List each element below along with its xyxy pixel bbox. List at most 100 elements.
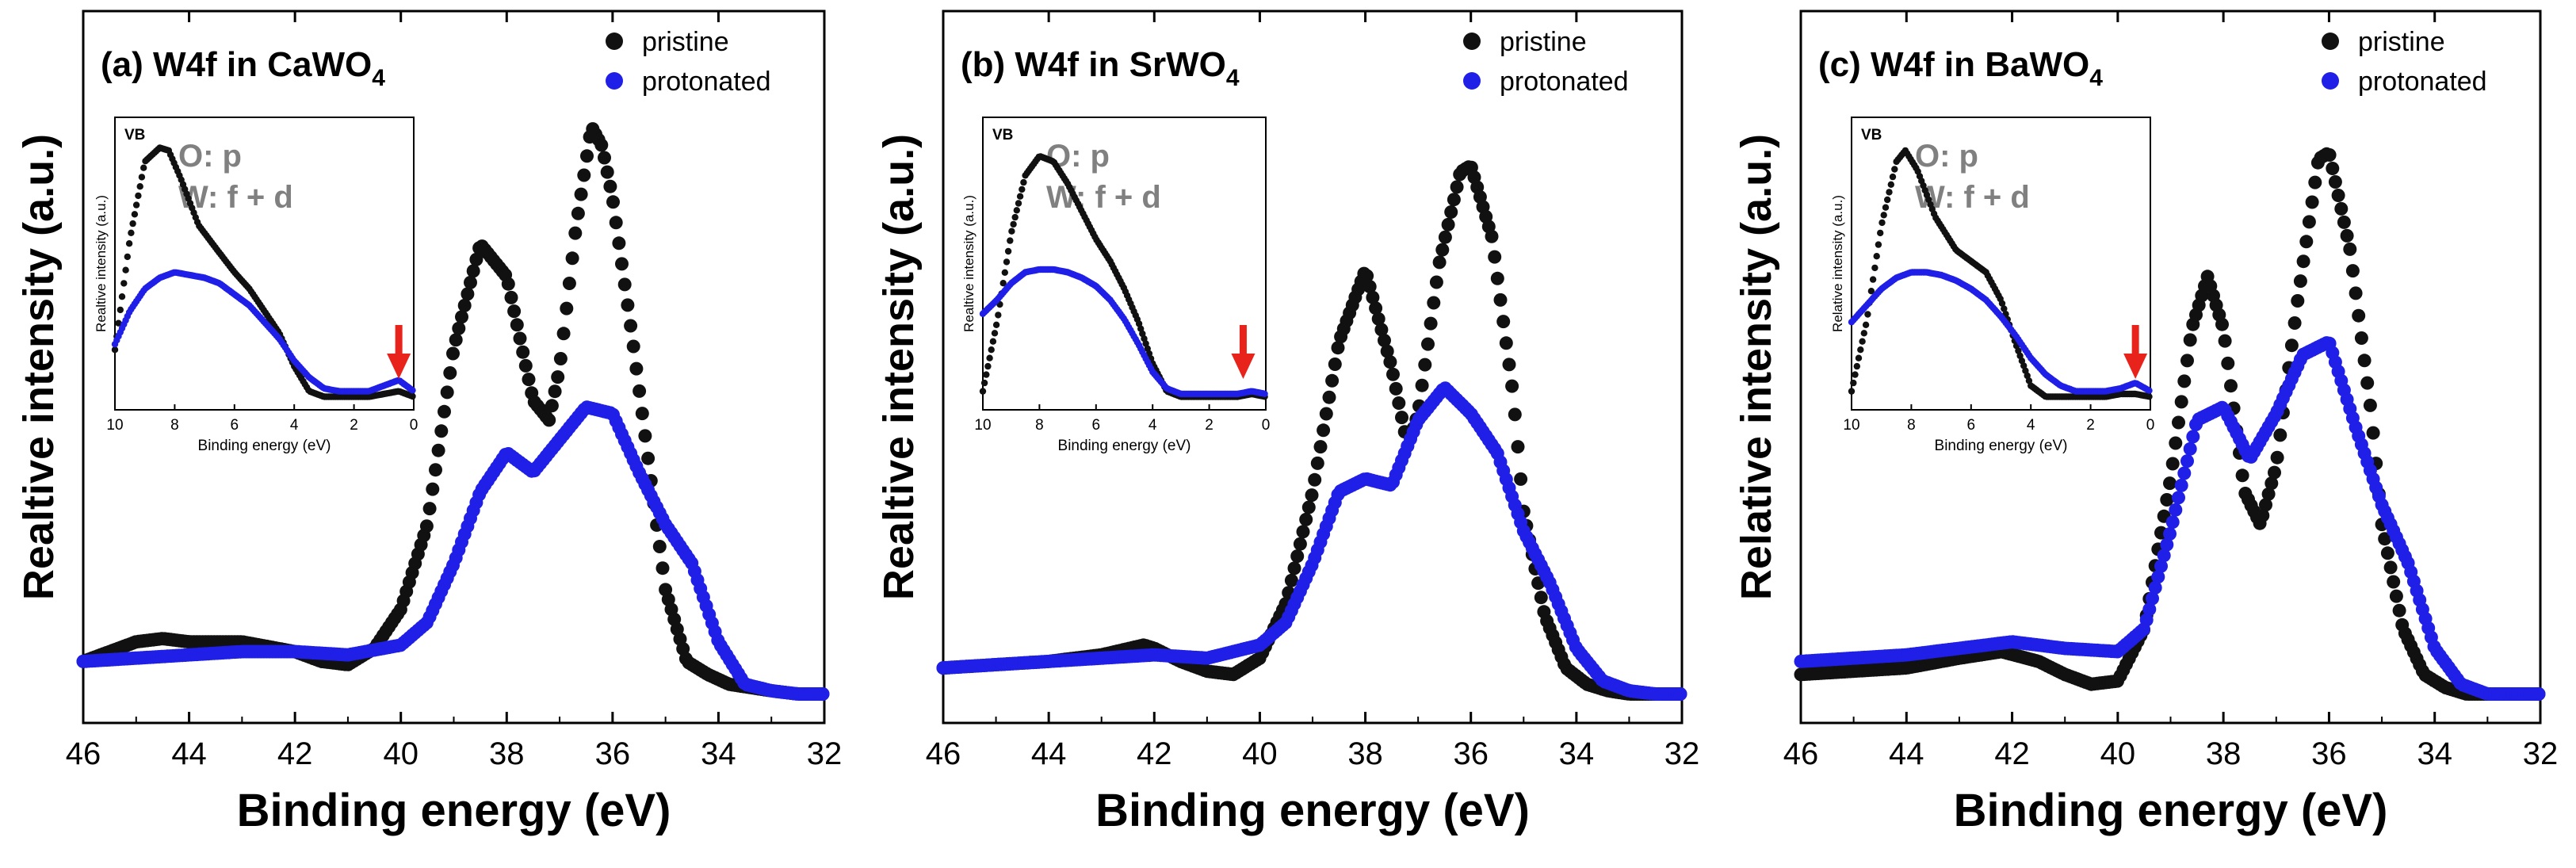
x-axis-label: Binding energy (eV) <box>1954 785 2388 836</box>
inset-data-point <box>1848 388 1856 395</box>
data-point <box>603 179 617 193</box>
data-point <box>1485 229 1499 243</box>
data-point <box>429 463 442 477</box>
inset-vb-label: VB <box>992 127 1013 143</box>
data-point <box>2235 468 2249 483</box>
data-point <box>2340 228 2354 243</box>
inset-x-tick-label: 10 <box>1843 417 1859 434</box>
data-point <box>2218 334 2232 348</box>
inset-data-point <box>129 220 136 228</box>
data-point <box>1305 488 1319 503</box>
x-axis-label: Binding energy (eV) <box>1095 785 1530 836</box>
inset-data-point <box>1853 362 1860 370</box>
inset-x-tick-label: 4 <box>290 417 299 434</box>
red-arrow-head <box>1231 354 1256 379</box>
inset-data-point <box>138 174 146 181</box>
inset-data-point <box>2146 387 2153 394</box>
data-point <box>2366 426 2380 440</box>
x-tick-label: 32 <box>1664 736 1700 771</box>
data-point <box>1319 407 1333 421</box>
data-point <box>1317 423 1331 438</box>
data-point <box>2284 338 2299 353</box>
data-point <box>2357 354 2372 368</box>
inset-data-point <box>989 338 997 345</box>
data-point <box>2389 589 2403 603</box>
data-point <box>1415 378 1429 392</box>
inset-data-point <box>986 354 993 361</box>
inset-data-point <box>409 392 416 400</box>
inset-data-point <box>2001 305 2008 312</box>
inset-data-point <box>1880 212 1887 219</box>
data-point <box>2349 286 2363 300</box>
data-point <box>2270 450 2284 465</box>
data-point <box>816 687 830 701</box>
data-point <box>1499 336 1513 350</box>
inset-x-axis-label: Binding energy (eV) <box>198 438 331 454</box>
inset-data-point <box>1864 311 1871 318</box>
inset-y-axis-label: Relative intensity (a.u.) <box>1830 195 1845 332</box>
panel-title-subscript: 4 <box>2089 65 2103 91</box>
data-point <box>1432 255 1447 270</box>
data-point <box>2337 215 2351 229</box>
data-point <box>1534 591 1548 605</box>
data-point <box>2343 242 2357 256</box>
data-point <box>1424 316 1438 331</box>
data-point <box>2352 308 2366 323</box>
legend-marker <box>1463 33 1481 50</box>
x-tick-label: 44 <box>171 736 207 771</box>
data-point <box>2221 356 2235 370</box>
y-axis-label: Realtive intensity (a.u.) <box>15 134 63 600</box>
data-point <box>1505 379 1519 393</box>
panel-title-subscript: 4 <box>372 65 385 91</box>
data-point <box>2326 162 2340 175</box>
data-point <box>449 333 463 347</box>
inset-data-point <box>1141 335 1148 342</box>
inset-data-point <box>991 330 999 337</box>
inset-data-point <box>117 306 124 314</box>
inset-data-point <box>118 293 126 300</box>
data-point <box>1299 512 1313 526</box>
x-axis-label: Binding energy (eV) <box>237 785 671 836</box>
data-point <box>1293 537 1307 551</box>
series-protonated <box>1794 336 2546 701</box>
data-point <box>507 304 522 319</box>
legend-marker <box>2322 33 2339 50</box>
inset-series-protonated <box>1848 269 2153 395</box>
data-point <box>2174 395 2188 409</box>
data-point <box>443 366 457 380</box>
inset-x-tick-label: 10 <box>106 417 123 434</box>
inset-annotation: W: f + d <box>178 180 293 215</box>
data-point <box>2273 428 2287 442</box>
data-point <box>568 226 583 240</box>
inset-data-point <box>122 266 129 273</box>
data-point <box>542 413 556 427</box>
inset-data-point <box>128 229 135 236</box>
data-point <box>1325 373 1340 388</box>
inset-data-point <box>1891 166 1898 173</box>
data-point <box>426 482 440 496</box>
inset-data-point <box>111 346 119 354</box>
x-tick-label: 36 <box>1453 736 1489 771</box>
data-point <box>2160 493 2174 507</box>
data-point <box>1322 390 1336 404</box>
data-point <box>1374 323 1389 337</box>
inset-y-axis-label: Realtive intensity (a.u.) <box>961 195 977 332</box>
data-point <box>434 424 449 438</box>
data-point <box>621 298 635 312</box>
data-point <box>2293 274 2307 289</box>
data-point <box>2387 575 2401 589</box>
inset-vb-label: VB <box>124 127 145 143</box>
legend-marker <box>606 72 623 90</box>
inset-data-point <box>2020 362 2028 369</box>
data-point <box>1511 440 1525 454</box>
red-arrow-head <box>387 354 411 379</box>
inset-data-point <box>1135 320 1143 327</box>
inset-data-point <box>999 280 1007 287</box>
data-point <box>2169 503 2183 517</box>
data-point <box>466 264 480 278</box>
inset-data-point <box>1886 189 1893 196</box>
data-point <box>1378 334 1391 347</box>
data-point <box>2172 491 2185 505</box>
data-point <box>1369 301 1383 315</box>
